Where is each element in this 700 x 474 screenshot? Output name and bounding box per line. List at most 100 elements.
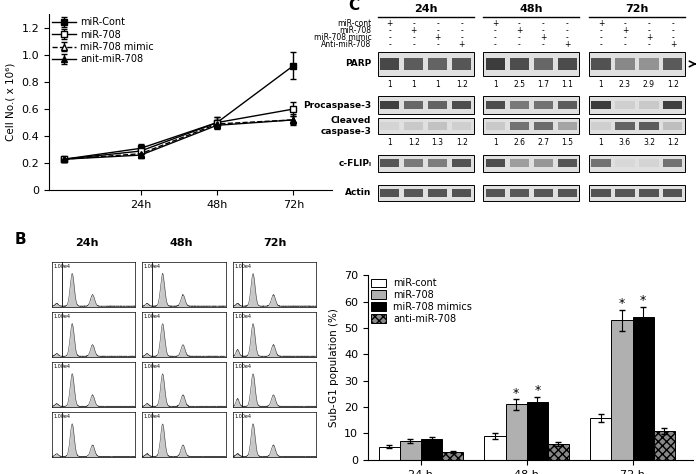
Bar	[378, 118, 474, 134]
Text: 1.7: 1.7	[538, 80, 550, 89]
Bar	[615, 101, 634, 109]
Text: +: +	[598, 19, 604, 28]
Bar	[452, 159, 471, 167]
Y-axis label: Cell No.( x 10⁶): Cell No.( x 10⁶)	[6, 63, 16, 141]
Text: +: +	[435, 33, 441, 42]
Bar	[380, 189, 400, 197]
Text: Anti-miR-708: Anti-miR-708	[321, 40, 371, 49]
Bar	[558, 189, 577, 197]
Bar	[592, 159, 610, 167]
Text: 24h: 24h	[414, 4, 438, 14]
Bar	[526, 402, 548, 460]
Text: -: -	[648, 40, 650, 49]
Bar	[592, 58, 610, 70]
Bar	[505, 404, 526, 460]
Bar	[639, 159, 659, 167]
Bar	[533, 101, 553, 109]
Text: -: -	[624, 40, 626, 49]
Bar	[486, 189, 505, 197]
Text: -: -	[671, 26, 674, 35]
Bar	[510, 189, 529, 197]
Text: -: -	[600, 26, 603, 35]
Bar	[533, 189, 553, 197]
Bar	[484, 118, 580, 134]
Text: -: -	[389, 26, 391, 35]
Text: 2.3: 2.3	[619, 80, 631, 89]
Text: -: -	[542, 19, 545, 28]
Text: -: -	[566, 33, 568, 42]
Bar	[654, 431, 675, 460]
Text: 1: 1	[387, 138, 392, 147]
Bar	[664, 189, 682, 197]
Text: -: -	[461, 19, 463, 28]
Bar	[639, 58, 659, 70]
Text: Cleaved
caspase-3: Cleaved caspase-3	[321, 116, 371, 136]
Text: -: -	[461, 26, 463, 35]
Bar	[615, 159, 634, 167]
Text: 2.5: 2.5	[513, 80, 525, 89]
Text: +: +	[540, 33, 547, 42]
Text: 3.2: 3.2	[643, 138, 655, 147]
Text: miR-cont: miR-cont	[337, 19, 371, 28]
Bar	[486, 101, 505, 109]
Text: -: -	[600, 40, 603, 49]
Bar	[664, 58, 682, 70]
Bar	[589, 155, 685, 172]
Bar	[533, 58, 553, 70]
Bar	[558, 101, 577, 109]
Text: 1: 1	[493, 80, 498, 89]
Text: -: -	[600, 33, 603, 42]
Bar	[421, 439, 442, 460]
Text: +: +	[492, 19, 498, 28]
Bar	[379, 447, 400, 460]
Legend: miR-Cont, miR-708, miR-708 mimic, anit-miR-708: miR-Cont, miR-708, miR-708 mimic, anit-m…	[51, 16, 155, 65]
Bar	[380, 58, 400, 70]
Bar	[592, 189, 610, 197]
Bar	[428, 159, 447, 167]
Text: -: -	[671, 19, 674, 28]
Bar	[486, 122, 505, 130]
Bar	[639, 189, 659, 197]
Text: -: -	[624, 19, 626, 28]
Bar	[558, 159, 577, 167]
Text: miR-708
mimic: miR-708 mimic	[410, 371, 455, 393]
Bar	[558, 122, 577, 130]
Text: PARP: PARP	[345, 59, 371, 68]
Bar	[664, 159, 682, 167]
Bar	[510, 122, 529, 130]
Bar	[378, 155, 474, 172]
Bar	[589, 118, 685, 134]
Bar	[380, 101, 400, 109]
Bar	[404, 101, 424, 109]
Bar	[452, 101, 471, 109]
Text: 3.6: 3.6	[619, 138, 631, 147]
Text: *: *	[640, 294, 646, 307]
Text: +: +	[410, 26, 417, 35]
Text: +: +	[458, 40, 465, 49]
Text: -: -	[542, 26, 545, 35]
Text: Actin: Actin	[345, 188, 371, 197]
Text: -: -	[542, 40, 545, 49]
Text: 1.2: 1.2	[667, 138, 679, 147]
Text: *: *	[513, 386, 519, 400]
Bar	[452, 122, 471, 130]
Text: *: *	[619, 297, 625, 310]
Text: 1: 1	[412, 80, 416, 89]
Text: 1.2: 1.2	[456, 80, 468, 89]
Text: 48h: 48h	[169, 238, 193, 248]
Bar	[380, 159, 400, 167]
Bar	[486, 159, 505, 167]
Text: 1.2: 1.2	[667, 80, 679, 89]
Bar	[452, 189, 471, 197]
Bar	[592, 101, 610, 109]
Text: 2.6: 2.6	[513, 138, 525, 147]
Bar	[442, 452, 463, 460]
Text: 2.9: 2.9	[643, 80, 655, 89]
Bar	[486, 58, 505, 70]
Bar	[484, 155, 580, 172]
Bar	[548, 444, 569, 460]
Bar	[664, 122, 682, 130]
Bar	[484, 436, 505, 460]
Text: -: -	[494, 33, 497, 42]
Bar	[590, 418, 611, 460]
